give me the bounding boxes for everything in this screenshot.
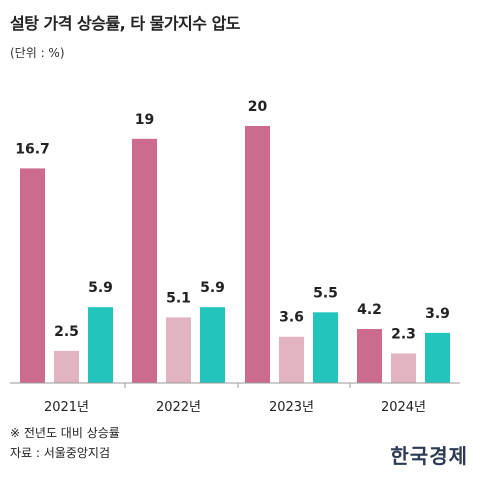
bar-2024년-series-3 xyxy=(425,332,450,383)
bar-2022년-series-3 xyxy=(200,307,225,383)
unit-label: (단위 : %) xyxy=(10,46,65,60)
value-label: 3.9 xyxy=(425,306,450,322)
value-label: 5.1 xyxy=(166,290,191,306)
bar-2022년-series-2 xyxy=(166,317,191,383)
value-label: 3.6 xyxy=(279,310,304,326)
bar-2023년-series-2 xyxy=(279,336,304,383)
value-label: 5.9 xyxy=(200,280,225,296)
footnote: ※ 전년도 대비 상승률 xyxy=(10,426,120,440)
bars-group xyxy=(20,126,450,383)
value-label: 2.5 xyxy=(54,324,79,340)
bar-2021년-series-1 xyxy=(20,168,45,383)
bar-2021년-series-2 xyxy=(54,350,79,383)
x-tick-label: 2023년 xyxy=(269,400,314,415)
publisher-logo: 한국경제 xyxy=(390,444,468,468)
value-label: 5.5 xyxy=(313,285,338,301)
x-tick-label: 2022년 xyxy=(156,400,201,415)
source-label: 자료 : 서울중앙지검 xyxy=(10,446,110,460)
bar-2024년-series-2 xyxy=(391,353,416,383)
value-label: 16.7 xyxy=(15,141,50,157)
bar-2023년-series-1 xyxy=(245,126,270,383)
x-tick-label: 2021년 xyxy=(44,400,89,415)
value-label: 5.9 xyxy=(88,280,113,296)
chart-title: 설탕 가격 상승률, 타 물가지수 압도 xyxy=(10,14,241,33)
x-tick-label: 2024년 xyxy=(381,400,426,415)
value-label: 4.2 xyxy=(357,302,382,318)
x-tick-labels-group: 2021년 2022년 2023년 2024년 xyxy=(44,383,426,415)
bar-2022년-series-1 xyxy=(132,138,157,383)
bar-2023년-series-3 xyxy=(313,312,338,383)
value-label: 20 xyxy=(248,99,268,115)
value-labels-group: 16.7 2.5 5.9 19 5.1 5.9 20 3.6 5.5 4.2 2.3 3.9 xyxy=(15,99,450,342)
value-label: 19 xyxy=(135,112,154,128)
bar-2021년-series-3 xyxy=(88,307,113,383)
bar-2024년-series-1 xyxy=(357,329,382,383)
value-label: 2.3 xyxy=(391,326,416,342)
